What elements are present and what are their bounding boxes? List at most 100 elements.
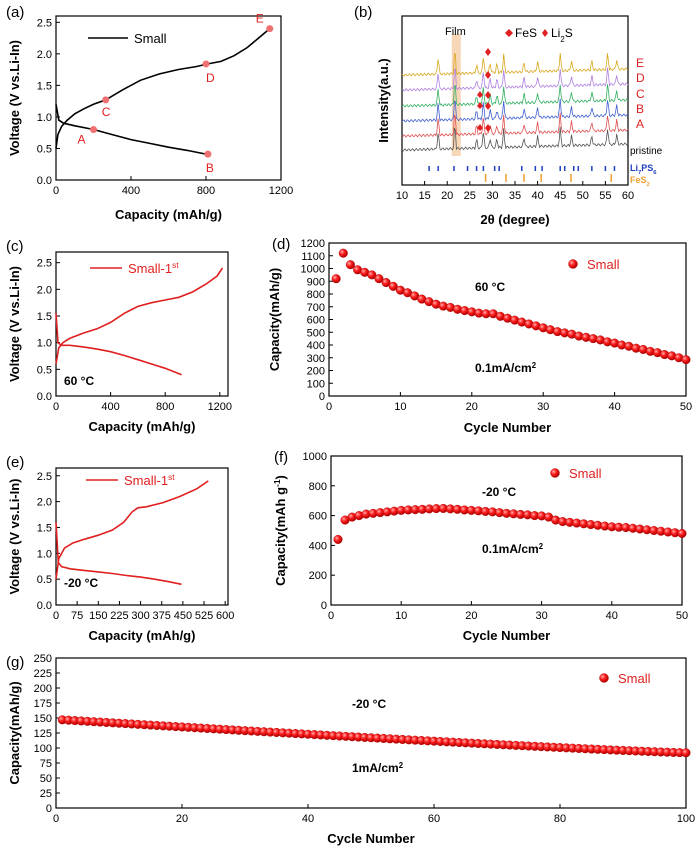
data-point <box>374 274 384 284</box>
panel-label: (a) <box>6 4 24 21</box>
x-tick-label: 0 <box>53 610 59 622</box>
fes-marker <box>485 124 491 132</box>
y-tick-label: 0.0 <box>37 600 52 612</box>
y-tick-label: 1200 <box>301 238 325 250</box>
y-tick-label: 50 <box>40 773 52 785</box>
y-tick-label: 2.5 <box>37 17 52 29</box>
y-axis-label: Voltage (V vs.Li-In) <box>7 266 22 382</box>
marker-point <box>266 25 274 33</box>
y-tick-label: 1.0 <box>37 112 52 124</box>
plot-frame <box>55 657 687 809</box>
li2s-marker <box>477 124 483 131</box>
data-point <box>367 270 377 280</box>
panel-c: 0 400 800 1200 0.0 0.5 1.0 1.5 2.0 2.5 (c) Small-1s… <box>6 238 232 434</box>
x-tick-label: 15 <box>418 190 430 202</box>
x-tick-label: 60 <box>428 813 440 825</box>
fes-marker <box>485 91 491 99</box>
film-label: Film <box>445 26 466 38</box>
xrd-pattern <box>401 98 629 123</box>
legend-label: Small <box>569 466 602 481</box>
x-tick-label: 45 <box>554 190 566 202</box>
data-point <box>388 281 398 291</box>
current-density-label: 0.1mA/cm2 <box>475 361 537 376</box>
x-tick-label: 300 <box>131 610 149 622</box>
y-tick-label: 125 <box>34 728 52 740</box>
y-tick-label: 100 <box>34 743 52 755</box>
y-tick-label: 300 <box>307 353 325 365</box>
panel-g: 0 20 40 60 80 100 0 25 50 75 100 125 150 175 200 225 250… <box>6 653 695 846</box>
voltage-curve <box>55 313 182 376</box>
y-tick-label: 600 <box>307 315 325 327</box>
x-axis-label: Cycle Number <box>463 628 550 643</box>
xrd-pattern <box>401 112 629 138</box>
y-axis-label: Capacity(mAh g-1) <box>272 475 288 586</box>
x-tick-label: 20 <box>466 401 478 413</box>
y-tick-label: 75 <box>40 758 52 770</box>
x-tick-label: 40 <box>608 401 620 413</box>
panel-label: (f) <box>274 449 288 466</box>
y-tick-label: 800 <box>309 481 327 493</box>
panel-d: 0 10 20 30 40 5001002003004005006007008009001… <box>267 236 692 435</box>
pattern-label: A <box>636 117 644 131</box>
data-point <box>677 528 687 538</box>
x-tick-label: 20 <box>465 610 477 622</box>
x-axis-label: Capacity (mAh/g) <box>89 419 196 434</box>
panel-label: (c) <box>6 238 24 255</box>
y-tick-label: 1100 <box>301 251 325 263</box>
data-point <box>681 355 691 365</box>
y-tick-label: 200 <box>307 366 325 378</box>
panel-f: 0 10 20 30 40 50 0 200 400 600 800 1000 (f) Small -20 … <box>272 449 688 643</box>
y-tick-label: 200 <box>309 570 327 582</box>
y-axis-label: Capacity(mAh/g) <box>267 268 282 371</box>
voltage-curve <box>55 267 224 365</box>
y-tick-label: 2.0 <box>37 49 52 61</box>
x-tick-label: 0 <box>326 401 332 413</box>
x-tick-label: 800 <box>156 401 174 413</box>
marker-point <box>90 126 97 134</box>
y-tick-label: 0 <box>321 600 327 612</box>
legend-label: Small-1st <box>124 472 175 488</box>
point-label: E <box>256 12 264 26</box>
y-tick-label: 400 <box>309 540 327 552</box>
plot-frame <box>55 15 282 181</box>
pattern-label: pristine <box>630 146 663 157</box>
fes-marker <box>485 71 491 79</box>
panel-b: 10 15 20 25 30 35 40 45 50 55 60 (b) Film pristine ABC… <box>354 4 663 227</box>
y-tick-label: 200 <box>34 683 52 695</box>
legend-label: Small <box>618 671 651 686</box>
y-tick-label: 2.5 <box>37 258 52 270</box>
x-tick-label: 10 <box>395 610 407 622</box>
x-tick-label: 40 <box>531 190 543 202</box>
y-tick-label: 0 <box>319 391 325 403</box>
li2s-legend-icon <box>542 29 548 37</box>
y-tick-label: 250 <box>34 653 52 665</box>
panel-e: 0 75 150 225 300 375 450 525 600 0.0 0.5 1.0 1.5 2.0 2… <box>6 454 234 643</box>
x-tick-label: 55 <box>599 190 611 202</box>
data-point <box>338 248 348 258</box>
y-axis-label: Voltage (V vs.Li-In) <box>7 40 22 156</box>
xrd-pattern <box>401 53 629 77</box>
x-tick-label: 800 <box>197 185 215 197</box>
data-point <box>333 534 343 544</box>
x-tick-label: 450 <box>174 610 192 622</box>
xrd-pattern <box>401 126 629 152</box>
temperature-label: -20 °C <box>352 697 386 711</box>
y-tick-label: 1.0 <box>37 338 52 350</box>
y-tick-label: 900 <box>307 276 325 288</box>
y-axis-label: Capacity(mAh/g) <box>7 681 22 784</box>
x-tick-label: 30 <box>535 610 547 622</box>
pattern-label: D <box>636 71 645 85</box>
legend-label: Small <box>134 31 167 46</box>
x-tick-label: 80 <box>554 813 566 825</box>
x-axis-label: Cycle Number <box>327 831 414 846</box>
x-tick-label: 50 <box>676 610 688 622</box>
panel-label: (e) <box>6 454 24 471</box>
data-point <box>331 274 341 284</box>
data-point <box>381 278 391 288</box>
y-tick-label: 2.0 <box>37 284 52 296</box>
y-tick-label: 225 <box>34 668 52 680</box>
pattern-label: E <box>636 56 644 70</box>
voltage-curve <box>55 27 271 149</box>
y-tick-label: 0.5 <box>37 143 52 155</box>
x-tick-label: 60 <box>622 190 634 202</box>
